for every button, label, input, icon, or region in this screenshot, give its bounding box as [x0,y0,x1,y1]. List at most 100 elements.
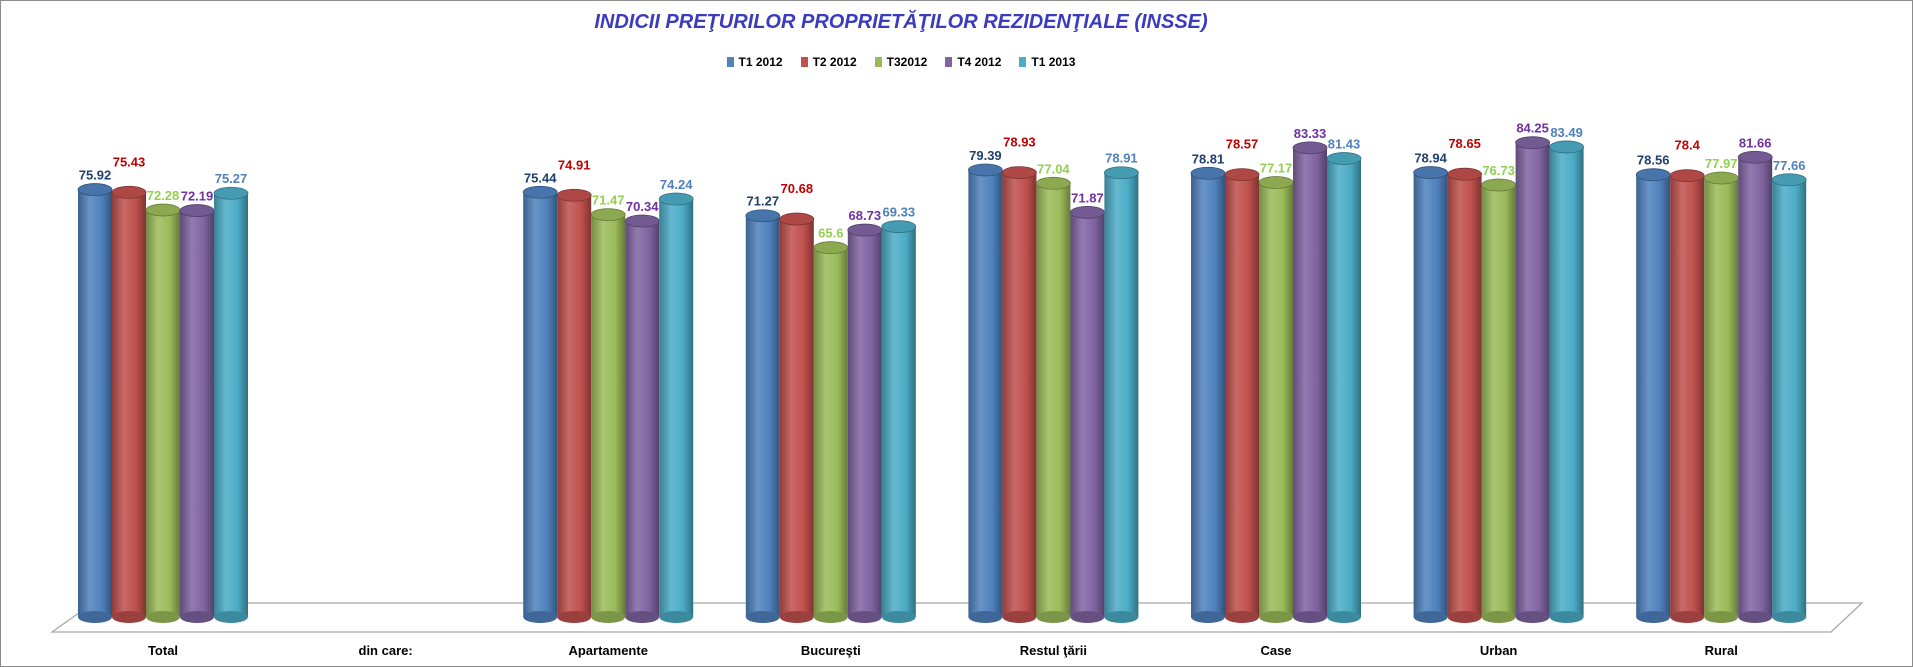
bar [1070,212,1105,618]
bar-top [881,220,917,234]
bar [1259,182,1293,617]
bar-top [745,209,781,223]
bar-base [1225,611,1259,623]
bar [1704,178,1739,617]
bar [625,220,660,618]
bar-base [1447,611,1482,623]
data-label: 78.91 [1105,151,1138,166]
legend-swatch [874,57,882,67]
bar [1670,175,1705,617]
bar-top [1002,166,1037,180]
bar-base [1327,611,1361,623]
bar-base [1191,611,1225,623]
bar-base [1002,611,1037,623]
bar-base [779,611,814,623]
data-label: 78.81 [1192,151,1225,166]
data-label: 75.27 [215,171,248,186]
data-label: 74.24 [660,177,693,192]
bar-base [1549,611,1584,623]
data-label: 75.43 [113,154,146,169]
bar-base [112,611,146,623]
bar-base [1670,611,1705,623]
bar-top [179,204,215,217]
bar-base [625,611,660,623]
bar-base [1104,611,1139,623]
data-label: 83.49 [1550,125,1583,140]
bar-top [145,203,181,217]
bar [813,247,848,617]
bar-base [847,611,882,623]
bar [146,210,180,617]
bar [523,192,558,617]
bar-top [1481,178,1516,192]
bar-top [624,214,660,228]
bar-top [658,192,694,206]
bar-base [1036,611,1071,623]
bar-base [78,611,112,623]
bar-top [1224,168,1260,182]
legend-swatch [726,57,734,67]
bar [1515,142,1550,618]
category-label: Restul ţării [1020,643,1087,658]
data-label: 77.17 [1260,161,1293,176]
bar-top [556,188,592,202]
category-label: Apartamente [568,643,647,658]
bar [1772,179,1807,617]
bar [1225,174,1259,618]
legend-item: T1 2012 [726,55,783,69]
legend-swatch [945,57,953,67]
bar [745,215,780,618]
bar [180,210,214,617]
bar-top [1070,205,1105,219]
bar-top [968,163,1003,177]
bar-base [1481,611,1516,623]
bar-top [590,208,626,222]
legend-item: T2 2012 [800,55,857,69]
bar-base [1704,611,1739,623]
bar-base [881,611,916,623]
bar-top [1413,166,1448,179]
bar-top [1104,166,1139,180]
bar [1293,147,1327,617]
legend-item: T32012 [874,55,927,69]
data-label: 74.91 [558,157,591,172]
bar-top [779,212,815,226]
bar-top [77,183,113,196]
bar [847,230,882,617]
category-label: Case [1260,643,1291,658]
data-label: 75.44 [524,170,557,185]
data-label: 77.97 [1705,156,1738,171]
bar-top [1258,176,1294,189]
bar-top [1771,173,1807,187]
category-label: din care: [359,643,413,658]
bar [78,189,112,617]
bar [1447,174,1482,617]
bar [1327,158,1361,617]
bar-top [1190,166,1226,180]
bar [1413,172,1448,617]
bar-base [1070,611,1105,623]
bar-top [813,241,849,255]
bar-base [146,611,180,623]
bar-top [522,185,558,199]
bar-base [523,611,558,623]
chart-floor [50,602,1864,633]
bar-base [557,611,592,623]
bar-base [1738,611,1773,623]
bar-base [1413,611,1448,623]
bar [214,193,248,617]
bar-base [1293,611,1327,623]
data-label: 77.66 [1773,158,1806,173]
data-label: 65.6 [818,226,843,241]
bar-base [968,611,1003,623]
bar-base [745,611,780,623]
data-label: 70.68 [781,181,814,196]
bar-base [1772,611,1807,623]
bar [1191,173,1225,618]
bar-base [659,611,694,623]
data-label: 76.73 [1482,163,1515,178]
bar [1738,157,1773,617]
bar-top [1703,171,1739,185]
data-label: 68.73 [849,208,882,223]
